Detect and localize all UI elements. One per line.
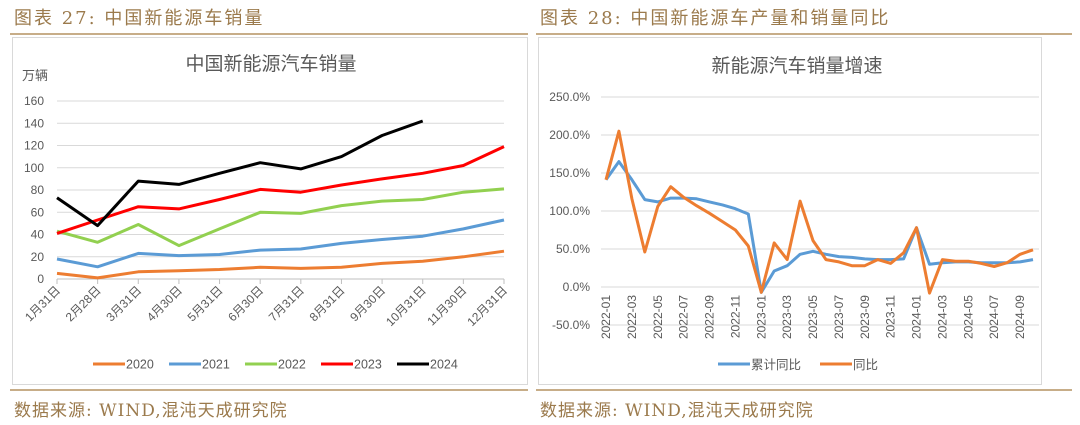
x-tick-label: 2022-01 (599, 295, 613, 339)
legend-label: 2024 (430, 358, 458, 372)
legend-label: 2022 (278, 358, 306, 372)
legend-label: 2023 (354, 358, 382, 372)
y-tick-label: 120 (24, 139, 44, 153)
y-tick-label: 200.0% (549, 128, 590, 142)
y-tick-label: 80 (31, 183, 45, 197)
legend-label: 2020 (126, 358, 154, 372)
legend-label: 同比 (853, 357, 878, 372)
x-tick-label: 2022-09 (703, 295, 717, 339)
x-tick-label: 2022-05 (651, 295, 665, 339)
source-rule (10, 389, 528, 391)
x-tick-label: 2022-11 (728, 295, 742, 338)
x-tick-label: 2023-03 (780, 295, 794, 339)
y-tick-label: 40 (31, 228, 45, 242)
data-source-note: 数据来源: WIND,混沌天成研究院 (540, 401, 814, 421)
x-tick-label: 2022-07 (677, 295, 691, 339)
x-tick-label: 2023-11 (884, 295, 898, 338)
y-tick-label: 20 (31, 250, 45, 264)
x-tick-label: 2024-01 (910, 295, 924, 339)
y-tick-label: 60 (31, 205, 45, 219)
x-tick-label: 2024-07 (987, 295, 1001, 339)
data-source-note: 数据来源: WIND,混沌天成研究院 (14, 401, 288, 421)
y-tick-label: 0 (37, 272, 44, 286)
series-line-2020 (56, 249, 505, 280)
y-tick-label: 100.0% (549, 204, 590, 218)
sales-chart-panel (12, 37, 528, 385)
legend-label: 累计同比 (751, 357, 801, 372)
figure-27-title: 图表 27: 中国新能源车销量 (14, 8, 265, 29)
series-line-2022 (56, 187, 505, 248)
y-tick-label: 50.0% (556, 242, 590, 256)
y-tick-label: 160 (24, 94, 44, 108)
y-tick-label: 150.0% (549, 166, 590, 180)
source-rule (536, 389, 1072, 391)
y-axis-unit-label: 万辆 (22, 68, 48, 83)
x-tick-label: 2023-05 (806, 295, 820, 339)
x-tick-label: 2023-07 (832, 295, 846, 339)
chart-title: 新能源汽车销量增速 (711, 55, 882, 77)
series-line-2023 (56, 145, 505, 235)
x-tick-label: 2024-09 (1013, 295, 1027, 339)
series-line-2021 (56, 218, 505, 269)
series-line-累计同比 (604, 160, 1034, 294)
x-tick-label: 2023-09 (858, 295, 872, 339)
title-rule (536, 33, 1072, 35)
series-line-同比 (604, 129, 1034, 295)
y-tick-label: 100 (24, 161, 44, 175)
x-tick-label: 2022-03 (625, 295, 639, 339)
y-tick-label: -50.0% (552, 318, 590, 332)
y-tick-label: 0.0% (563, 280, 591, 294)
x-tick-label: 2023-01 (754, 295, 768, 339)
figure-28-title: 图表 28: 中国新能源车产量和销量同比 (540, 8, 891, 29)
chart-title: 中国新能源汽车销量 (185, 53, 356, 75)
x-tick-label: 2024-03 (935, 295, 949, 339)
title-rule (10, 33, 528, 35)
legend-label: 2021 (202, 358, 230, 372)
x-tick-label: 2024-05 (961, 295, 975, 339)
series-line-2024 (56, 119, 424, 228)
y-tick-label: 250.0% (549, 90, 590, 104)
y-tick-label: 140 (24, 116, 44, 130)
